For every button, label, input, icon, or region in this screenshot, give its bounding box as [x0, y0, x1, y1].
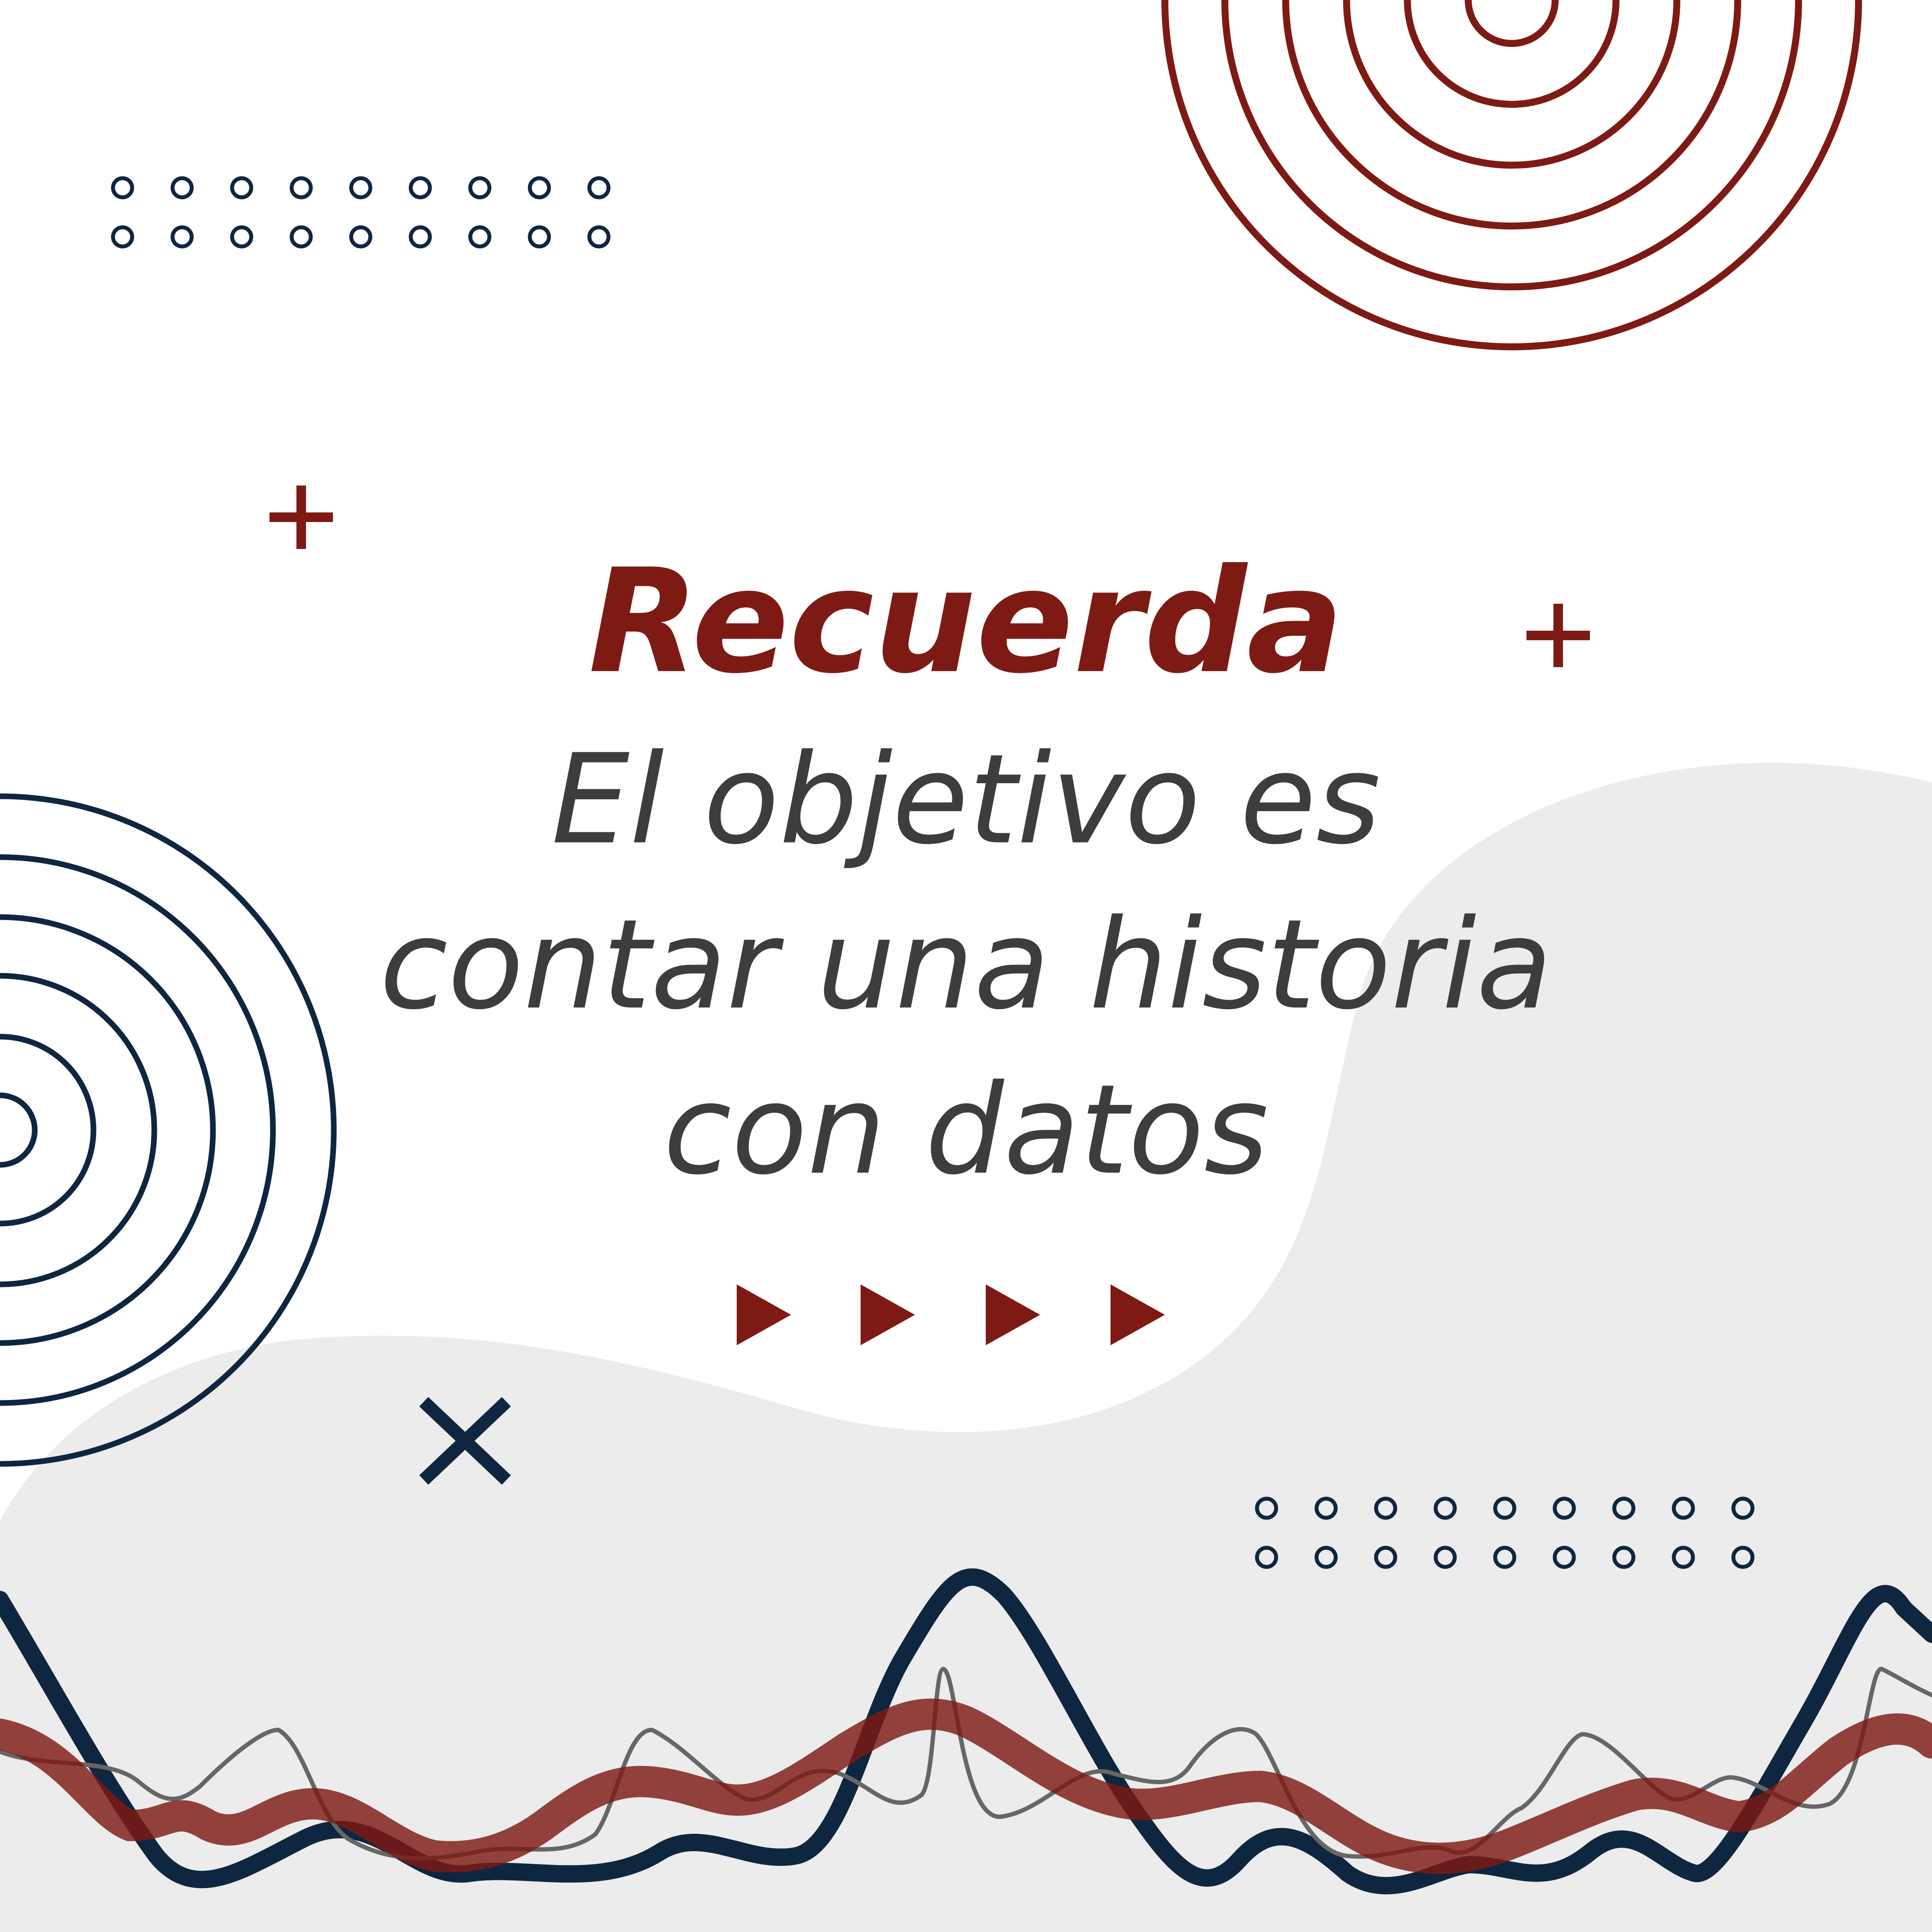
hollow-dot: [1731, 1546, 1755, 1569]
hollow-dot: [289, 225, 313, 249]
hollow-dot: [1493, 1546, 1516, 1569]
top-right-concentric-circles-icon: [1161, 0, 1862, 350]
hollow-dot: [587, 176, 611, 200]
hollow-dot: [170, 225, 194, 249]
hollow-dot: [111, 176, 134, 200]
arrow-row: [737, 1284, 1165, 1345]
hollow-dot: [1314, 1546, 1338, 1569]
top-left-dot-grid-icon: [111, 176, 611, 249]
hollow-dot: [1433, 1546, 1457, 1569]
hollow-dot: [1433, 1496, 1457, 1520]
plus-icon: [1526, 604, 1590, 667]
hollow-dot: [1374, 1546, 1397, 1569]
hollow-dot: [1255, 1496, 1278, 1520]
hollow-dot: [1672, 1546, 1695, 1569]
hollow-dot: [1255, 1546, 1278, 1569]
play-triangle-icon: [861, 1284, 915, 1345]
message-line-2: contar una historia: [379, 893, 1553, 1037]
x-icon: [419, 1397, 511, 1485]
hollow-dot: [1553, 1546, 1576, 1569]
left-concentric-circles-icon: [0, 793, 337, 1467]
hollow-dot: [587, 225, 611, 249]
hollow-dot: [349, 176, 372, 200]
hollow-dot: [528, 225, 551, 249]
hollow-dot: [409, 176, 432, 200]
hollow-dot: [230, 225, 253, 249]
red-wave-line: [0, 1698, 1932, 1874]
hollow-dot: [1612, 1546, 1636, 1569]
play-triangle-icon: [1111, 1284, 1165, 1345]
hollow-dot: [349, 225, 372, 249]
hollow-dot: [468, 225, 492, 249]
message-line-1: El objetivo es: [551, 728, 1381, 872]
hollow-dot: [1553, 1496, 1576, 1520]
hollow-dot: [1672, 1496, 1695, 1520]
hollow-dot: [170, 176, 194, 200]
hollow-dot: [1612, 1496, 1636, 1520]
hollow-dot: [230, 176, 253, 200]
plus-icon: [269, 485, 333, 549]
gray-blob-shape: [0, 763, 1932, 1932]
hollow-dot: [528, 176, 551, 200]
hollow-dot: [409, 225, 432, 249]
hollow-dot: [1314, 1496, 1338, 1520]
heading: Recuerda: [588, 538, 1344, 705]
hollow-dot: [1731, 1496, 1755, 1520]
hollow-dot: [111, 225, 134, 249]
play-triangle-icon: [986, 1284, 1040, 1345]
bottom-right-dot-grid-icon: [1255, 1496, 1755, 1569]
hollow-dot: [1493, 1496, 1516, 1520]
hollow-dot: [468, 176, 492, 200]
play-triangle-icon: [737, 1284, 791, 1345]
hollow-dot: [289, 176, 313, 200]
hollow-dot: [1374, 1496, 1397, 1520]
message-line-3: con datos: [663, 1058, 1269, 1202]
